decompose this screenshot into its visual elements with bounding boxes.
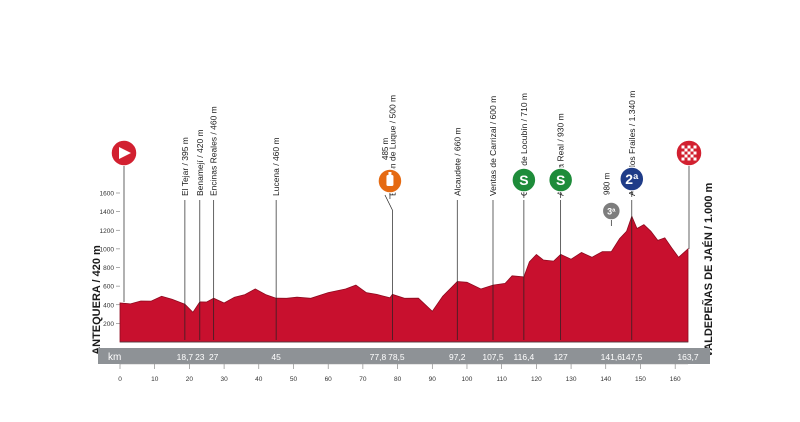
km-bar: km 18,7 23 27 45 78,5 97,2 107,5 116,4 127 147,5 7… — [98, 348, 710, 364]
feed-bottle-cap — [388, 172, 392, 175]
km-bar-value: 77,8 — [370, 352, 387, 362]
y-tick-label: 200 — [103, 321, 114, 328]
checker-square — [693, 157, 697, 161]
km-bar-value: 27 — [209, 352, 219, 362]
km-bar-value: 147,5 — [621, 352, 643, 362]
y-tick-label: 1200 — [100, 228, 115, 235]
checker-square — [693, 145, 697, 149]
y-tick-label: 600 — [103, 284, 114, 291]
feed-bottle — [386, 175, 394, 186]
x-tick-label: 30 — [220, 376, 228, 383]
elevation-profile — [119, 215, 689, 343]
marker-label: 2ª — [625, 171, 639, 187]
checker-square — [693, 151, 697, 155]
checker-square — [681, 151, 685, 155]
waypoint-label: Benamejí / 420 m — [195, 129, 205, 196]
km-bar-value: 141,6 — [601, 352, 623, 362]
km-bar-value: 78,5 — [388, 352, 405, 362]
checker-square — [690, 148, 694, 152]
sprint-icon: S — [511, 167, 537, 198]
climb-cat2-icon: 2ª — [619, 166, 645, 197]
finish-flag-icon — [675, 139, 703, 249]
waypoint-lines — [184, 194, 633, 340]
km-bar-value: 107,5 — [482, 352, 504, 362]
sprint-icon: S — [547, 167, 574, 198]
waypoint-label: El Tejar / 395 m — [180, 137, 190, 196]
waypoint-label: Alcalá la Real / 930 m — [556, 113, 566, 196]
checker-square — [687, 157, 691, 161]
y-tick-label: 1400 — [100, 209, 115, 216]
start-arrow — [119, 147, 131, 159]
waypoint-label: Alcaudete / 660 m — [452, 127, 462, 196]
x-tick-label: 140 — [600, 376, 611, 383]
x-tick-label: 60 — [325, 376, 333, 383]
side-altitude-label: 485 m — [381, 137, 390, 160]
y-tick-label: 1000 — [100, 246, 115, 253]
checker-square — [687, 145, 691, 149]
marker-label: 3ª — [607, 207, 616, 217]
route-markers: S S 3ª 2ª — [110, 139, 703, 302]
waypoint-label: Estación de Luque / 500 m — [387, 95, 397, 196]
x-tick-label: 50 — [290, 376, 298, 383]
x-tick-label: 120 — [531, 376, 542, 383]
waypoint-label: Castillo de Locubín / 710 m — [519, 93, 529, 196]
checker-square — [687, 151, 691, 155]
x-tick-label: 160 — [670, 376, 681, 383]
x-tick-label: 130 — [566, 376, 577, 383]
km-bar-value: 45 — [271, 352, 281, 362]
km-bar-label: km — [108, 352, 121, 363]
waypoint-label: Alto de los Frailes / 1.340 m — [627, 91, 637, 196]
checker-square — [684, 154, 688, 158]
km-bar-value: 23 — [195, 352, 205, 362]
x-tick-label: 20 — [186, 376, 194, 383]
x-tick-label: 100 — [462, 376, 473, 383]
checker-square — [690, 154, 694, 158]
waypoint-labels: El Tejar / 395 m Benamejí / 420 m Encinas … — [180, 91, 637, 196]
x-tick-label: 10 — [151, 376, 159, 383]
km-bar-value: 18,7 — [177, 352, 194, 362]
side-altitude-label: 980 m — [602, 172, 611, 195]
y-tick-label: 400 — [103, 302, 114, 309]
km-bar-value: 116,4 — [514, 352, 535, 362]
finish-label: VALDEPEÑAS DE JAÉN / 1.000 m — [702, 182, 715, 357]
start-flag-icon — [110, 139, 138, 302]
feed-leader-line — [384, 194, 393, 211]
checker-square — [684, 148, 688, 152]
x-tick-label: 70 — [359, 376, 367, 383]
feed-zone-icon — [377, 168, 403, 199]
climb-cat3-icon: 3ª — [601, 201, 622, 226]
x-tick-label: 0 — [118, 376, 122, 383]
checker-square — [681, 145, 685, 149]
x-tick-label: 80 — [394, 376, 402, 383]
y-tick-label: 800 — [103, 265, 114, 272]
waypoint-label: Encinas Reales / 460 m — [209, 106, 219, 196]
marker-label: S — [556, 172, 565, 188]
km-bar-value: 163,7 — [677, 352, 699, 362]
km-bar-value: 97,2 — [449, 352, 466, 362]
x-axis-ticks: 0 10 20 30 40 50 60 70 80 90 100 110 120 130 140 150 160 — [118, 363, 688, 383]
y-axis-ticks: 200 400 600 800 1000 1200 1400 1600 — [100, 191, 120, 328]
x-tick-label: 90 — [429, 376, 437, 383]
x-tick-label: 110 — [496, 376, 507, 383]
x-tick-label: 40 — [255, 376, 263, 383]
marker-label: S — [519, 172, 528, 188]
y-tick-label: 1600 — [100, 191, 115, 198]
profile-area — [119, 215, 689, 343]
waypoint-label: Ventas de Carrizal / 600 m — [488, 96, 498, 196]
km-bar-background — [98, 348, 710, 364]
km-bar-value: 127 — [554, 352, 568, 362]
start-label: ANTEQUERA / 420 m — [91, 245, 103, 355]
x-tick-label: 150 — [635, 376, 646, 383]
waypoint-label: Lucena / 460 m — [271, 137, 281, 196]
checker-square — [681, 157, 685, 161]
